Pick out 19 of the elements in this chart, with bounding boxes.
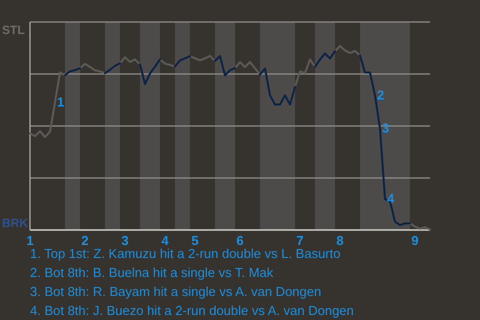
- text: 4. Bot 8th: J. Buezo hit a 2-run double vs A. van Dongen: [30, 303, 354, 318]
- text: 2. Bot 8th: B. Buelna hit a single vs T. Mak: [30, 265, 274, 280]
- text: BRK: [2, 216, 28, 230]
- x-tick-label: 3: [121, 233, 129, 248]
- annotation: 4: [387, 191, 395, 206]
- text: 3. Bot 8th: R. Bayam hit a single vs A. van Dongen: [30, 284, 322, 299]
- x-tick-label: 2: [81, 233, 89, 248]
- x-tick-label: 8: [336, 233, 344, 248]
- annotation: 3: [382, 120, 390, 136]
- text: STL: [2, 23, 25, 37]
- x-tick-label: 7: [296, 233, 304, 248]
- x-tick-label: 1: [26, 233, 34, 248]
- x-tick-label: 4: [161, 233, 170, 248]
- x-tick-label: 6: [236, 233, 244, 248]
- annotation: 1: [57, 94, 64, 110]
- x-tick-label: 5: [191, 233, 199, 248]
- annotation: 2: [377, 87, 384, 102]
- x-tick-label: 9: [411, 233, 419, 248]
- text: 1. Top 1st: Z. Kamuzu hit a 2-run double vs L. Basurto: [30, 246, 340, 261]
